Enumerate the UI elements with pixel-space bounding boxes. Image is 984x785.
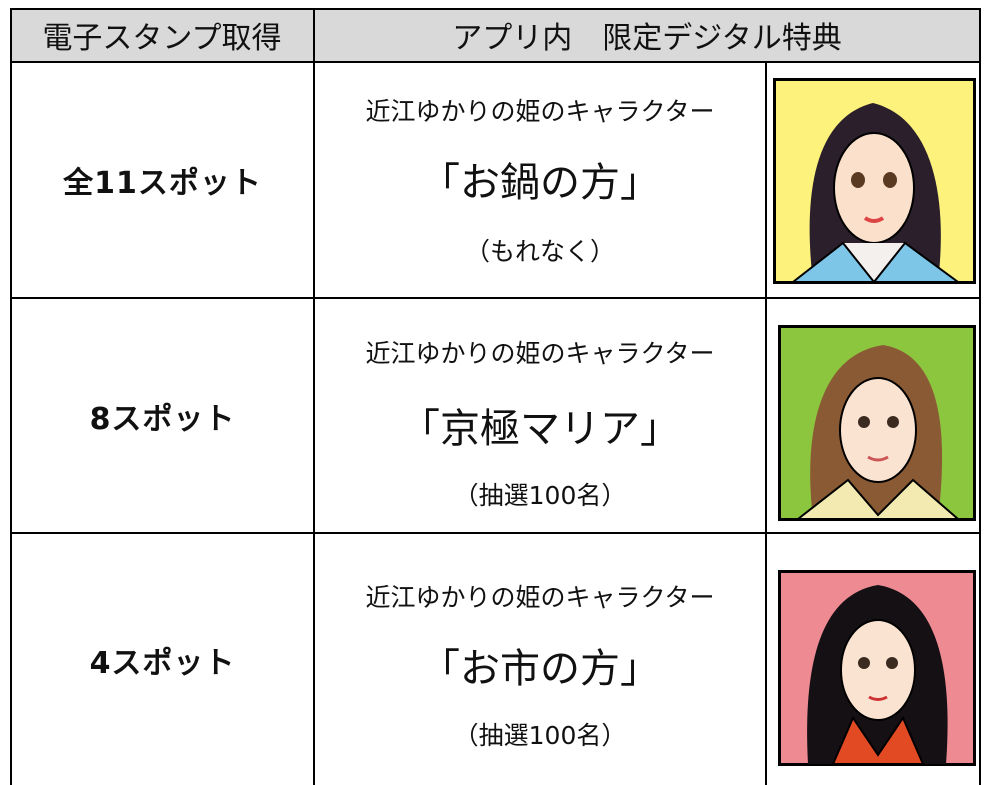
border [10, 297, 980, 299]
border [979, 8, 981, 785]
border [10, 8, 12, 785]
line1: 近江ゆかりの姫のキャラクター [365, 583, 715, 612]
spots: 全11スポット [63, 166, 262, 201]
name: 「お市の方」 [420, 646, 660, 692]
name: 「京極マリア」 [400, 406, 680, 452]
border [765, 62, 767, 785]
line1: 近江ゆかりの姫のキャラクター [365, 97, 715, 126]
border [10, 61, 980, 63]
spots: 8スポット [89, 401, 236, 437]
name: 「お鍋の方」 [420, 160, 660, 206]
header-cell: 電子スタンプ取得 [10, 8, 314, 62]
border [10, 8, 980, 10]
portrait [778, 570, 976, 766]
note: （抽選100名） [453, 481, 627, 510]
note: （抽選100名） [453, 721, 627, 750]
portrait [778, 325, 976, 521]
note: （もれなく） [464, 237, 615, 266]
line1: 近江ゆかりの姫のキャラクター [365, 339, 715, 368]
border [313, 8, 315, 785]
border [10, 532, 980, 534]
header-cell: アプリ内 限定デジタル特典 [314, 8, 980, 62]
spots: 4スポット [89, 645, 236, 681]
portrait [773, 78, 976, 284]
